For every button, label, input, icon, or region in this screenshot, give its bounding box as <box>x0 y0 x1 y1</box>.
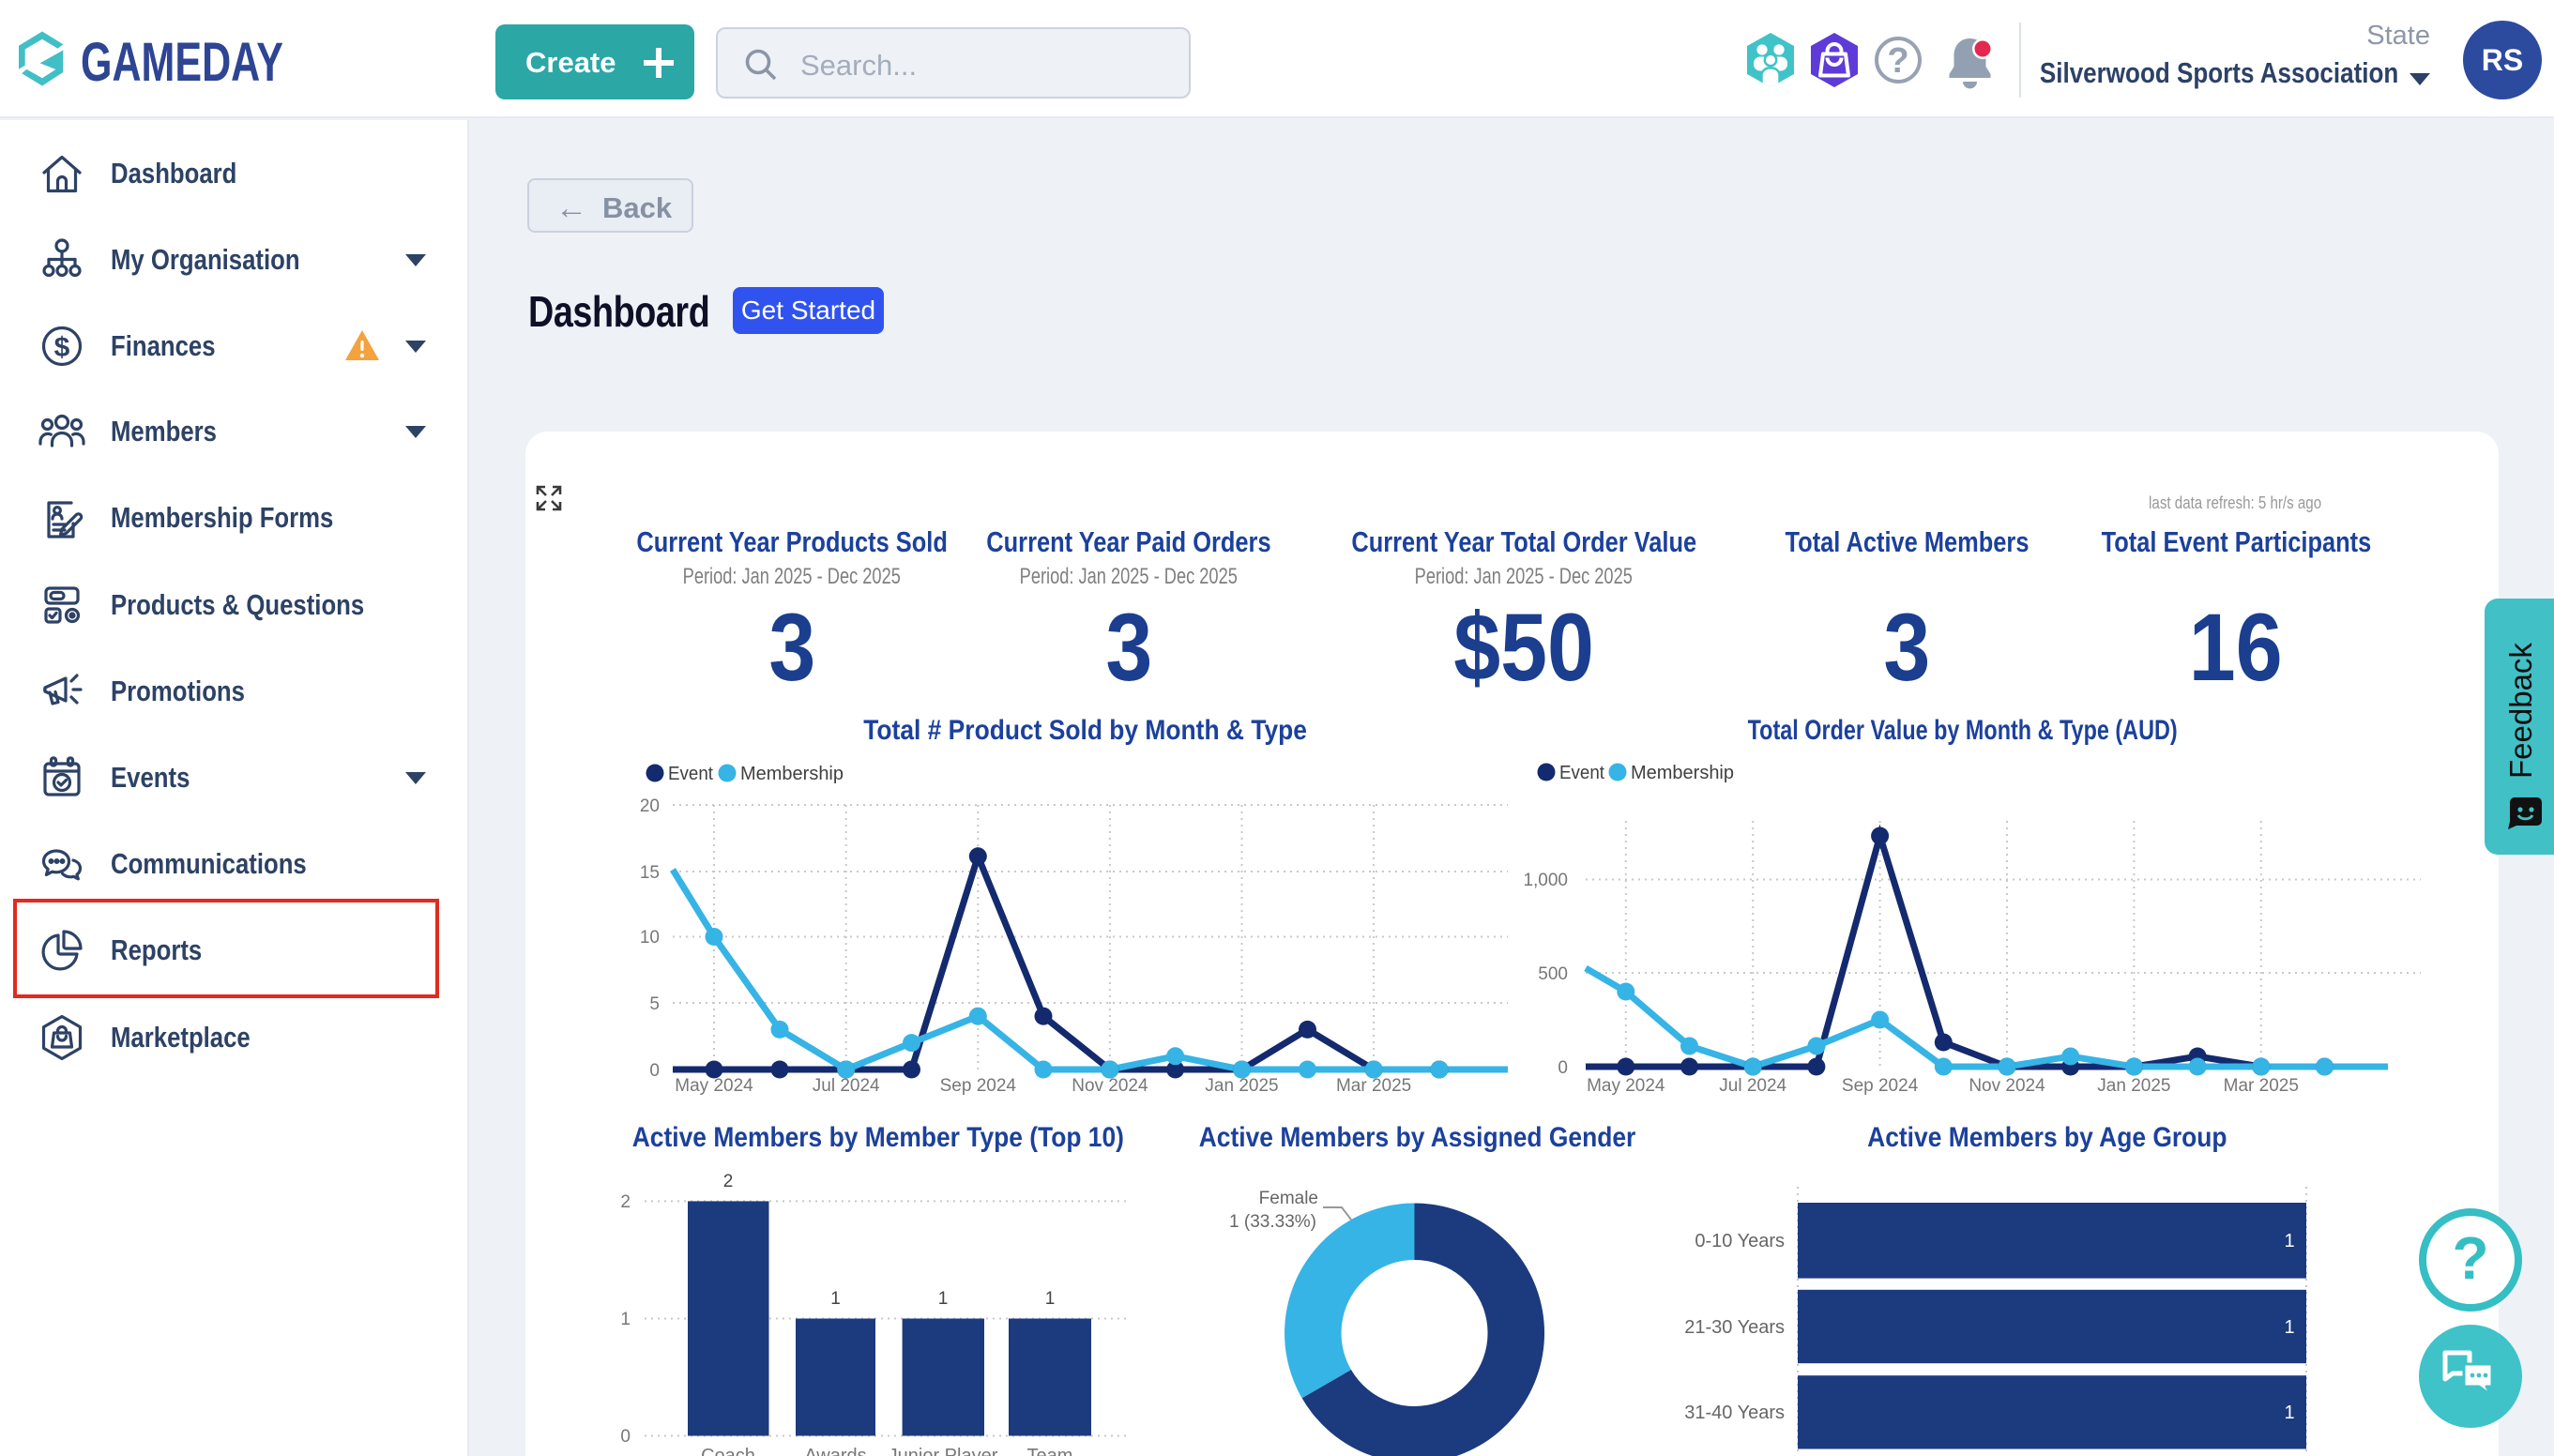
svg-text:Jul 2024: Jul 2024 <box>813 1076 880 1096</box>
svg-text:Mar 2025: Mar 2025 <box>1336 1076 1411 1096</box>
svg-text:?: ? <box>1887 41 1908 81</box>
svg-text:Membership: Membership <box>1631 763 1734 783</box>
svg-text:1: 1 <box>2284 1317 2294 1338</box>
svg-text:21-30 Years: 21-30 Years <box>1684 1317 1785 1338</box>
svg-text:Team: Team <box>1027 1446 1073 1456</box>
svg-text:2: 2 <box>723 1172 734 1191</box>
svg-text:Membership: Membership <box>740 764 844 784</box>
svg-text:1: 1 <box>620 1310 631 1329</box>
svg-text:0: 0 <box>620 1427 631 1447</box>
svg-text:Awards: Awards <box>804 1446 866 1456</box>
svg-text:Jul 2024: Jul 2024 <box>1719 1076 1786 1096</box>
svg-text:10: 10 <box>640 928 660 948</box>
svg-text:2: 2 <box>620 1192 631 1212</box>
svg-text:Sep 2024: Sep 2024 <box>1842 1076 1919 1096</box>
svg-text:20: 20 <box>640 796 660 816</box>
svg-text:May 2024: May 2024 <box>675 1076 753 1096</box>
svg-text:Mar 2025: Mar 2025 <box>2224 1076 2299 1096</box>
svg-text:Sep 2024: Sep 2024 <box>940 1076 1017 1096</box>
svg-text:$: $ <box>54 332 70 363</box>
svg-text:5: 5 <box>649 994 660 1014</box>
svg-text:Nov 2024: Nov 2024 <box>1072 1076 1148 1096</box>
svg-text:Jan 2025: Jan 2025 <box>1205 1076 1278 1096</box>
svg-text:31-40 Years: 31-40 Years <box>1684 1403 1785 1423</box>
svg-text:1 (33.33%): 1 (33.33%) <box>1229 1212 1316 1232</box>
svg-text:1: 1 <box>938 1289 949 1309</box>
svg-text:1,000: 1,000 <box>1523 871 1568 890</box>
svg-text:Event: Event <box>668 764 713 784</box>
svg-text:0-10 Years: 0-10 Years <box>1695 1231 1785 1251</box>
svg-text:15: 15 <box>640 863 660 883</box>
svg-text:GAMEDAY: GAMEDAY <box>81 32 283 93</box>
svg-text:May 2024: May 2024 <box>1587 1076 1665 1096</box>
svg-text:Nov 2024: Nov 2024 <box>1969 1076 2045 1096</box>
svg-text:Female: Female <box>1259 1189 1318 1208</box>
svg-text:0: 0 <box>649 1061 660 1081</box>
svg-text:1: 1 <box>2284 1403 2294 1423</box>
svg-text:Coach: Coach <box>701 1446 755 1456</box>
svg-text:Junior Player: Junior Player <box>889 1446 998 1456</box>
svg-text:1: 1 <box>830 1289 841 1309</box>
svg-text:1: 1 <box>2284 1231 2294 1251</box>
svg-text:0: 0 <box>1558 1058 1568 1078</box>
svg-text:Jan 2025: Jan 2025 <box>2097 1076 2170 1096</box>
svg-text:Event: Event <box>1559 763 1604 783</box>
svg-text:500: 500 <box>1538 964 1568 984</box>
svg-text:1: 1 <box>1045 1289 1056 1309</box>
